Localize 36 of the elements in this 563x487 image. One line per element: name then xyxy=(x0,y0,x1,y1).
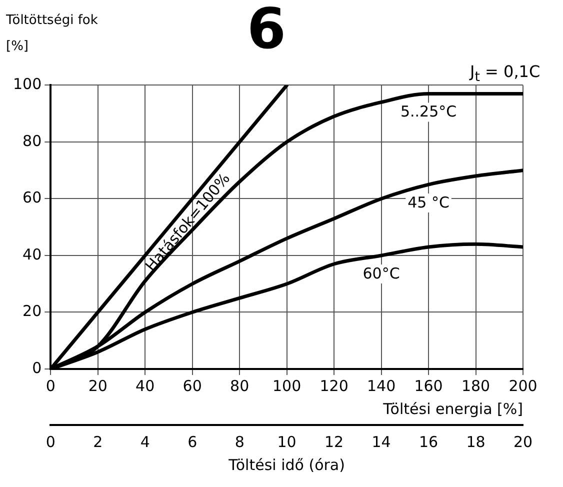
x-tick-label: 80 xyxy=(230,376,250,395)
x2-tick-label: 12 xyxy=(324,432,344,451)
x2-axis-title: Töltési idő (óra) xyxy=(228,456,345,474)
x2-tick-label: 2 xyxy=(93,432,103,451)
x-tick-label: 0 xyxy=(46,376,56,395)
x-tick-label: 20 xyxy=(88,376,108,395)
x-tick-label: 140 xyxy=(366,376,396,395)
annotation: J$_{t}$ = 0,1C xyxy=(470,62,540,86)
y-tick-label: 60 xyxy=(22,188,42,207)
x2-tick-label: 0 xyxy=(46,432,56,451)
x-tick-label: 160 xyxy=(414,376,443,395)
y-axis-title: Töltöttségi fok [%] xyxy=(6,12,99,56)
y-tick-label: 0 xyxy=(32,358,42,377)
x-tick-label: 180 xyxy=(461,376,490,395)
series-label: 45 °C xyxy=(408,193,450,212)
x2-tick-label: 14 xyxy=(372,432,391,451)
series-label: 60°C xyxy=(362,264,400,282)
x2-tick-label: 18 xyxy=(466,432,486,451)
series-label: 5..25°C xyxy=(400,102,457,121)
x2-tick-label: 20 xyxy=(513,432,533,451)
y-tick-label: 20 xyxy=(22,302,42,320)
x2-tick-label: 8 xyxy=(234,432,244,451)
y-tick-label: 80 xyxy=(22,132,42,150)
x-tick-label: 120 xyxy=(320,376,348,395)
x2-tick-label: 4 xyxy=(140,432,150,451)
x-tick-label: 200 xyxy=(508,376,538,395)
chart-title: 6 xyxy=(247,0,286,62)
y-tick-label: 100 xyxy=(12,75,42,94)
x-tick-label: 60 xyxy=(182,376,202,395)
x-tick-label: 100 xyxy=(272,376,302,395)
x-tick-label: 40 xyxy=(136,376,155,395)
x2-tick-label: 6 xyxy=(188,432,198,451)
x2-tick-label: 10 xyxy=(277,432,296,451)
y-tick-label: 40 xyxy=(22,245,42,264)
x2-tick-label: 16 xyxy=(418,432,438,451)
x-axis-title: Töltési energia [%] xyxy=(382,400,523,418)
